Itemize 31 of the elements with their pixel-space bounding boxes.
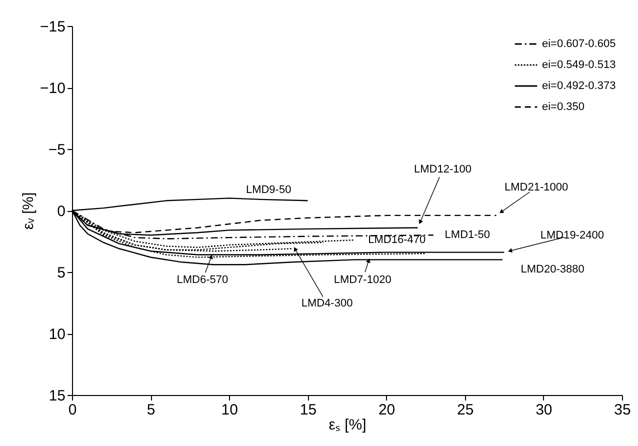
annotation: LMD6-570 <box>176 274 228 286</box>
annotation: LMD9-50 <box>246 184 292 196</box>
annotation: LMD20-3880 <box>520 264 584 276</box>
legend-label: ei=0.492-0.373 <box>542 80 616 92</box>
annotation: LMD19-2400 <box>540 229 604 242</box>
y-tick-label: 0 <box>57 203 66 220</box>
x-tick-label: 5 <box>146 402 156 418</box>
annotation: LMD7-1020 <box>334 274 392 286</box>
annotation: LMD21-1000 <box>504 181 568 194</box>
annotation: LMD1-50 <box>444 229 490 242</box>
x-tick-label: 15 <box>300 402 317 418</box>
y-tick-label: 5 <box>57 264 66 282</box>
y-tick-label: 10 <box>48 326 66 343</box>
x-tick-label: 25 <box>457 402 474 418</box>
x-tick-label: 35 <box>614 402 631 418</box>
x-tick-label: 10 <box>221 402 238 418</box>
legend-label: ei=0.549-0.513 <box>542 59 616 71</box>
x-tick-label: 0 <box>68 402 77 418</box>
y-tick-label: 15 <box>48 388 66 404</box>
x-tick-label: 20 <box>378 402 396 418</box>
y-tick-label: −15 <box>40 18 66 36</box>
annotation: LMD12-100 <box>414 164 472 176</box>
y-tick-label: −5 <box>48 142 66 158</box>
x-tick-label: 30 <box>536 402 552 418</box>
legend-label: ei=0.350 <box>542 101 585 113</box>
x-axis-title: εₛ [%] <box>328 416 366 434</box>
y-tick-label: −10 <box>40 80 66 97</box>
annotation: LMD4-300 <box>301 298 353 310</box>
annotation: LMD16-470 <box>368 234 426 246</box>
legend-label: ei=0.607-0.605 <box>542 38 616 50</box>
y-axis-title: εᵥ [%] <box>20 192 38 230</box>
